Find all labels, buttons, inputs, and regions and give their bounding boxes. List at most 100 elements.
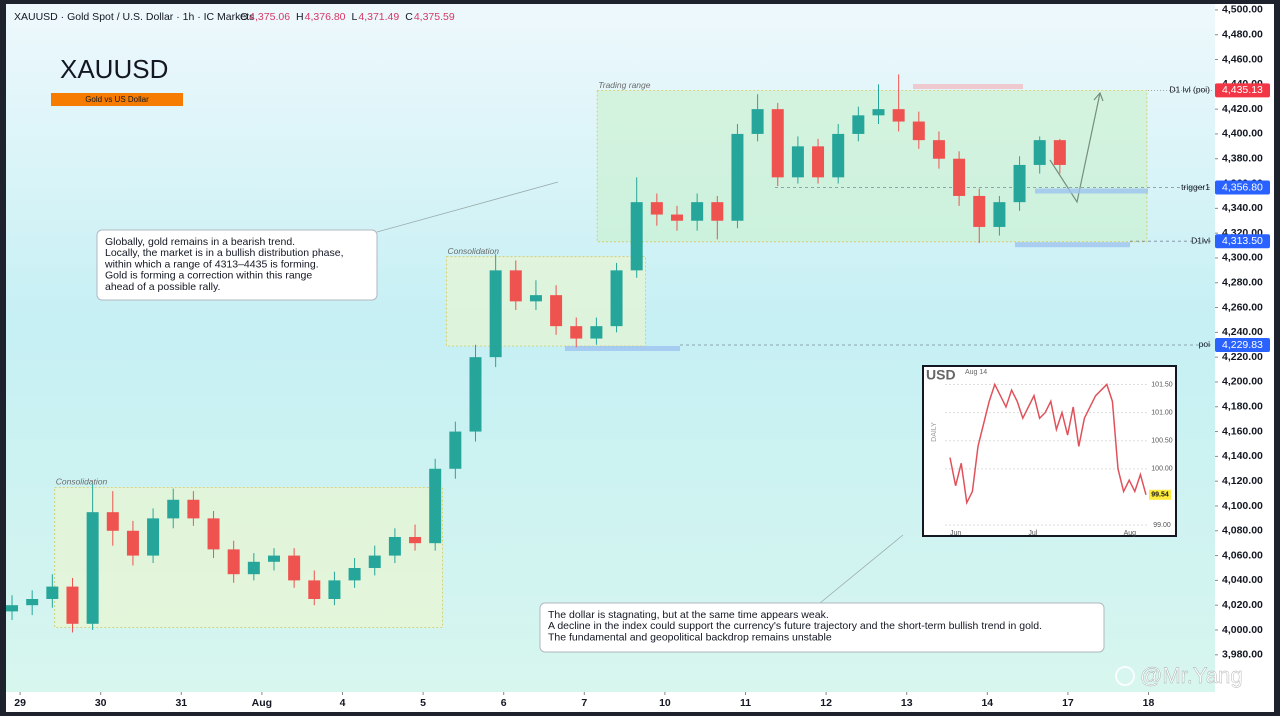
ohlc-key: C [405, 11, 413, 23]
y-tick-label: 4,280.00 [1222, 277, 1263, 289]
inset-x-label: Jul [1028, 530, 1037, 537]
candle-body [771, 109, 784, 178]
candle-body [187, 499, 200, 519]
x-tick-label: 7 [581, 697, 587, 709]
candle-body [449, 431, 462, 469]
y-tick-label: 4,500.00 [1222, 4, 1263, 16]
level-tag-label: 4,435.13 [1222, 84, 1263, 96]
inset-y-label: 101.00 [1151, 409, 1173, 416]
inset-last-tag [1149, 489, 1171, 500]
symbol-info: XAUUSD · Gold Spot / U.S. Dollar · 1h · … [14, 11, 254, 23]
candle-body [147, 518, 160, 556]
x-tick-label: 6 [501, 697, 507, 709]
candle-body [509, 270, 522, 302]
candle-body [1053, 140, 1066, 165]
candle-body [590, 326, 603, 339]
y-tick-label: 4,240.00 [1222, 326, 1263, 338]
y-tick-label: 4,340.00 [1222, 202, 1263, 214]
x-tick-label: 12 [820, 697, 832, 709]
candle-body [106, 512, 119, 531]
note-line: The dollar is stagnating, but at the sam… [548, 609, 829, 621]
y-tick-label: 4,460.00 [1222, 53, 1263, 65]
subtitle-tag [51, 93, 183, 106]
candle-body [409, 536, 422, 544]
y-tick-label: 4,020.00 [1222, 599, 1263, 611]
x-tick-label: 11 [740, 697, 751, 709]
candle-body [691, 202, 704, 221]
note-line: within which a range of 4313–4435 is for… [104, 258, 319, 270]
y-tick-label: 4,080.00 [1222, 525, 1263, 537]
ohlc-value: 4,375.06 [249, 11, 290, 23]
zone-label: Consolidation [56, 477, 108, 487]
candle-body [630, 202, 643, 271]
note-line: ahead of a possible rally. [105, 281, 220, 293]
candle-body [227, 549, 240, 575]
y-tick-label: 4,180.00 [1222, 401, 1263, 413]
note-line: A decline in the index could support the… [548, 620, 1042, 632]
candle-body [1013, 164, 1026, 203]
level-name: D1 lvl (poi) [1169, 85, 1210, 95]
level-tag [1215, 234, 1270, 249]
candle-body [348, 567, 361, 581]
x-tick-label: 17 [1062, 697, 1074, 709]
candle-body [529, 295, 542, 302]
inset-line [949, 382, 1147, 506]
candle-body [26, 598, 39, 606]
candle-body [650, 202, 663, 215]
y-tick-label: 4,200.00 [1222, 376, 1263, 388]
watermark-icon [1115, 666, 1135, 686]
zone-box [596, 90, 1148, 243]
candle-body [288, 555, 301, 581]
inset-y-label: 101.50 [1151, 381, 1173, 388]
inset-x-label: Aug [1124, 530, 1137, 537]
x-tick-label: 13 [901, 697, 913, 709]
y-tick-label: 3,980.00 [1222, 649, 1263, 661]
ohlc-value: 4,375.59 [414, 11, 455, 23]
level-zone [1035, 188, 1148, 194]
candle-body [489, 270, 502, 358]
inset-title: USD [926, 367, 956, 383]
x-tick-label: 30 [95, 697, 107, 709]
candle-body [388, 536, 401, 556]
x-tick-label: 14 [981, 697, 993, 709]
candle-body [852, 115, 865, 134]
level-tag-label: 4,356.80 [1222, 181, 1263, 193]
note-line: Globally, gold remains in a bearish tren… [105, 236, 295, 248]
candle-body [550, 295, 563, 327]
y-tick-label: 4,060.00 [1222, 549, 1263, 561]
inset-x-label: Jun [950, 530, 961, 537]
y-tick-label: 4,420.00 [1222, 103, 1263, 115]
candle-body [832, 133, 845, 178]
y-tick-label: 4,160.00 [1222, 425, 1263, 437]
note-leader [376, 181, 559, 233]
inset-period: DAILY [931, 422, 938, 442]
y-tick-label: 4,260.00 [1222, 301, 1263, 313]
candle-body [932, 140, 945, 159]
x-tick-label: 10 [659, 697, 671, 709]
y-tick-label: 4,100.00 [1222, 500, 1263, 512]
note-box [539, 602, 1105, 653]
y-tick-label: 4,120.00 [1222, 475, 1263, 487]
x-tick-label: 5 [420, 697, 426, 709]
candle-body [469, 357, 482, 432]
candle-body [973, 195, 986, 227]
candle-body [610, 270, 623, 327]
candle-body [892, 109, 905, 122]
chart-subtitle: Gold vs US Dollar [85, 95, 149, 104]
level-name: trigger1 [1181, 182, 1210, 192]
note-box [96, 229, 378, 301]
candle-body [267, 555, 280, 562]
candle-body [791, 146, 804, 178]
inset-y-label: 100.00 [1151, 466, 1173, 473]
candle-body [711, 202, 724, 221]
level-name: D1lvl [1191, 235, 1210, 245]
y-tick-label: 4,400.00 [1222, 128, 1263, 140]
level-zone [1015, 242, 1130, 248]
level-tag [1215, 337, 1270, 352]
candle-body [731, 133, 744, 221]
ohlc-value: 4,371.49 [358, 11, 399, 23]
candle-body [429, 468, 442, 544]
watermark: @Mr.Yang [1140, 663, 1243, 688]
x-tick-label: 18 [1143, 697, 1155, 709]
